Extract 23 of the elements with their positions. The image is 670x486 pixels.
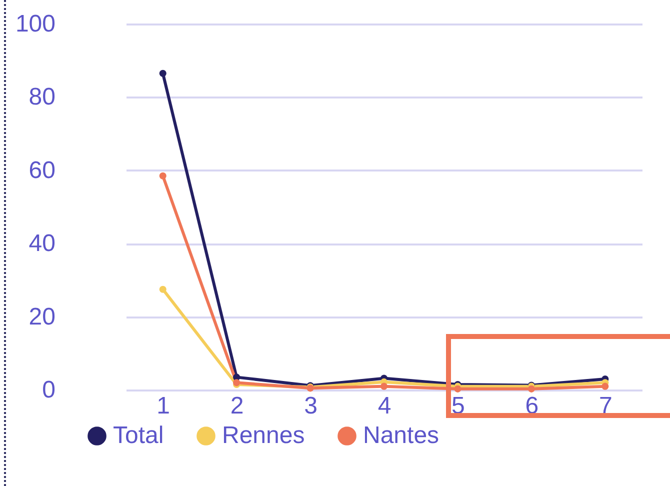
x-tick-label: 6 xyxy=(525,392,539,420)
point xyxy=(602,382,609,390)
y-tick-label: 100 xyxy=(15,10,56,38)
point xyxy=(159,172,166,180)
point xyxy=(454,385,462,392)
y-tick-label: 20 xyxy=(28,303,56,330)
legend-label: Rennes xyxy=(222,422,305,449)
point xyxy=(159,70,166,77)
point xyxy=(380,382,388,390)
y-tick-label: 40 xyxy=(28,230,56,258)
x-tick-label: 7 xyxy=(598,392,612,420)
x-tick-label: 5 xyxy=(452,392,465,420)
y-tick-label: 80 xyxy=(28,84,56,111)
legend-label: Total xyxy=(113,422,164,449)
y-tick-label: 60 xyxy=(28,156,56,184)
legend-label: Nantes xyxy=(363,422,440,449)
x-tick-label: 4 xyxy=(378,392,392,420)
x-tick-label: 1 xyxy=(156,392,170,420)
point xyxy=(528,385,535,392)
x-tick-label: 3 xyxy=(304,392,318,420)
x-tick-label: 2 xyxy=(230,392,244,420)
point xyxy=(159,286,166,293)
y-tick-label: 0 xyxy=(42,376,56,404)
